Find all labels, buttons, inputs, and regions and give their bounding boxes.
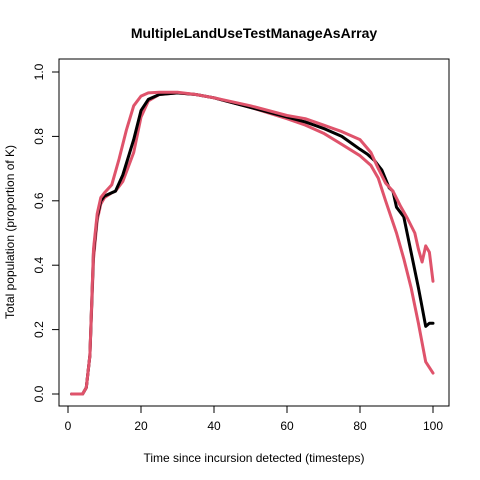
series-layer [70, 90, 435, 396]
plot-frame [58, 58, 450, 407]
y-tick-label: 0.2 [32, 321, 46, 338]
x-tick-label: 40 [207, 419, 221, 433]
y-tick-label: 0.8 [32, 128, 46, 145]
x-tick-label: 100 [423, 419, 443, 433]
y-axis-label: Total population (proportion of K) [3, 145, 17, 319]
series-line-upper [70, 90, 435, 396]
y-tick-label: 0.6 [32, 192, 46, 209]
y-axis: 0.0 0.2 0.4 0.6 0.8 1.0 [32, 63, 60, 402]
y-tick-label: 0.0 [32, 385, 46, 402]
x-tick-label: 80 [353, 419, 367, 433]
x-tick-label: 60 [280, 419, 294, 433]
x-axis: 0 20 40 60 80 100 [65, 405, 443, 433]
x-tick-label: 0 [65, 419, 72, 433]
x-axis-label: Time since incursion detected (timesteps… [144, 451, 365, 465]
chart-title: MultipleLandUseTestManageAsArray [131, 25, 378, 41]
y-tick-label: 0.4 [32, 257, 46, 274]
y-tick-label: 1.0 [32, 63, 46, 80]
x-tick-label: 20 [134, 419, 148, 433]
